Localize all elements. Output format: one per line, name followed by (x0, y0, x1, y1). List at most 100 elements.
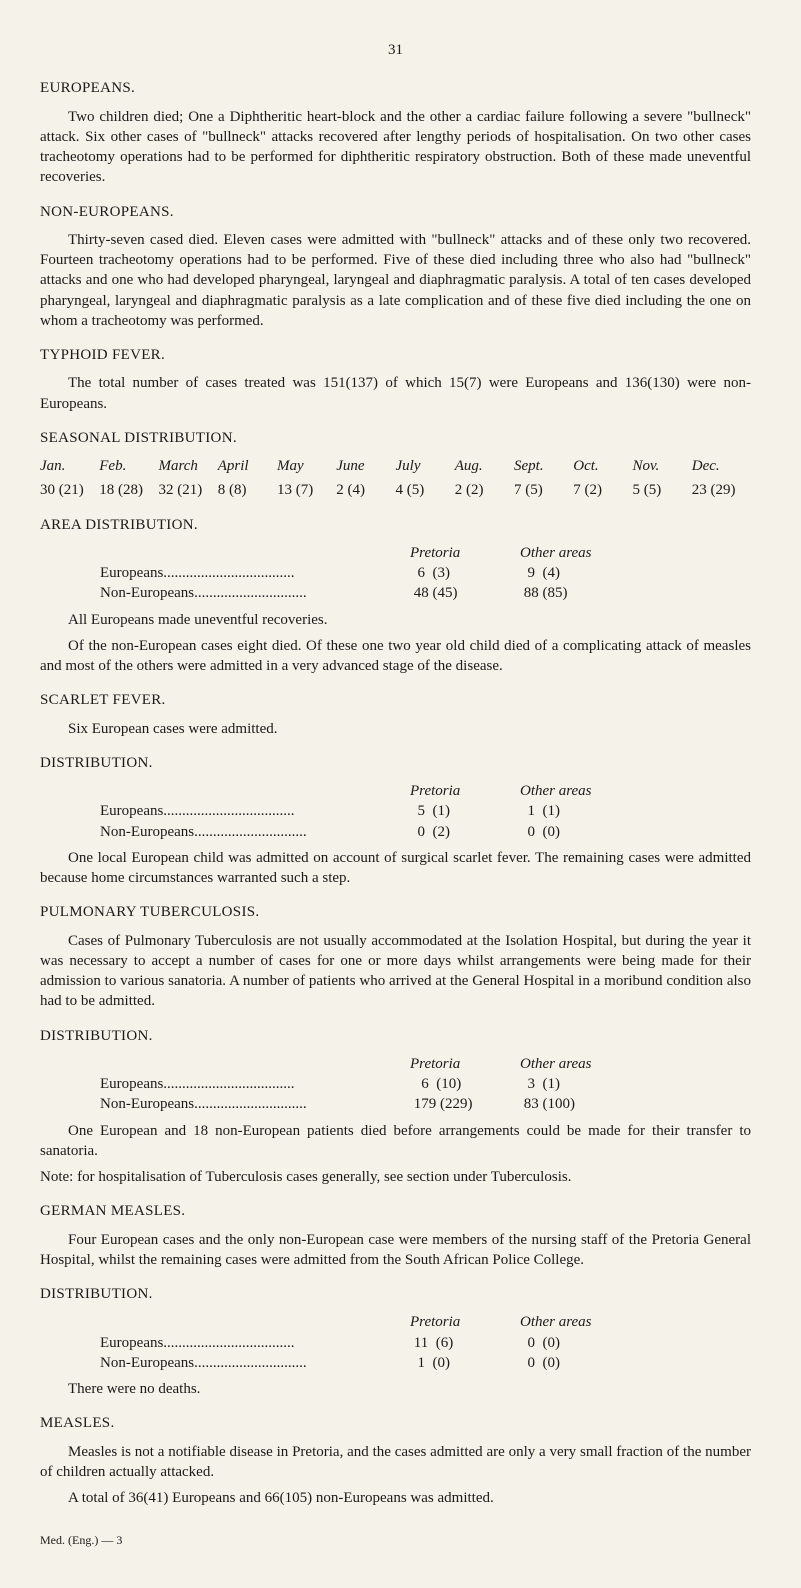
m5: June (336, 456, 395, 476)
v6: 4 (5) (396, 480, 455, 500)
seasonal-values: 30 (21) 18 (28) 32 (21) 8 (8) 13 (7) 2 (… (40, 480, 751, 500)
para-pulmonary: Cases of Pulmonary Tuberculosis are not … (40, 931, 751, 1012)
blank (100, 543, 410, 563)
head-scarlet: SCARLET FEVER. (40, 690, 751, 710)
lbl: Europeans...............................… (100, 1074, 410, 1094)
pulmonary-dist-head: DISTRIBUTION. (40, 1026, 751, 1046)
c1: 11 (6) (410, 1333, 520, 1353)
col-other: Other areas (520, 781, 640, 801)
col-other: Other areas (520, 1312, 640, 1332)
head-seasonal: SEASONAL DISTRIBUTION. (40, 428, 751, 448)
c2: 1 (1) (520, 801, 640, 821)
c2: 0 (0) (520, 822, 640, 842)
para-typhoid: The total number of cases treated was 15… (40, 373, 751, 414)
german-note: There were no deaths. (40, 1379, 751, 1399)
c2: 0 (0) (520, 1353, 640, 1373)
v11: 23 (29) (692, 480, 751, 500)
v7: 2 (2) (455, 480, 514, 500)
scarlet-note: One local European child was admitted on… (40, 848, 751, 889)
para-noneuropeans: Thirty-seven cased died. Eleven cases we… (40, 230, 751, 331)
lbl: Non-Europeans...........................… (100, 822, 410, 842)
scarlet-row-1: Non-Europeans...........................… (100, 822, 751, 842)
c2: 9 (4) (520, 563, 640, 583)
german-row-0: Europeans...............................… (100, 1333, 751, 1353)
head-area: AREA DISTRIBUTION. (40, 515, 751, 535)
footer: Med. (Eng.) — 3 (40, 1532, 751, 1548)
c2: 88 (85) (520, 583, 640, 603)
lbl: Europeans...............................… (100, 563, 410, 583)
c1: 6 (10) (410, 1074, 520, 1094)
c1: 48 (45) (410, 583, 520, 603)
para-measles: Measles is not a notifiable disease in P… (40, 1442, 751, 1483)
blank (100, 1054, 410, 1074)
c2: 3 (1) (520, 1074, 640, 1094)
v0: 30 (21) (40, 480, 99, 500)
head-noneuropeans: NON-EUROPEANS. (40, 202, 751, 222)
col-other: Other areas (520, 1054, 640, 1074)
c1: 179 (229) (410, 1094, 520, 1114)
c1: 6 (3) (410, 563, 520, 583)
pulmonary-table: Pretoria Other areas Europeans..........… (100, 1054, 751, 1115)
area-row-1: Non-Europeans...........................… (100, 583, 751, 603)
m3: April (218, 456, 277, 476)
pulmonary-note2: Note: for hospitalisation of Tuberculosi… (40, 1167, 751, 1187)
seasonal-months: Jan. Feb. March April May June July Aug.… (40, 456, 751, 476)
scarlet-table: Pretoria Other areas Europeans..........… (100, 781, 751, 842)
head-typhoid: TYPHOID FEVER. (40, 345, 751, 365)
head-german: GERMAN MEASLES. (40, 1201, 751, 1221)
blank (100, 1312, 410, 1332)
head-europeans: EUROPEANS. (40, 78, 751, 98)
lbl: Europeans...............................… (100, 1333, 410, 1353)
head-pulmonary: PULMONARY TUBERCULOSIS. (40, 902, 751, 922)
v4: 13 (7) (277, 480, 336, 500)
c2: 83 (100) (520, 1094, 640, 1114)
v3: 8 (8) (218, 480, 277, 500)
m0: Jan. (40, 456, 99, 476)
col-pretoria: Pretoria (410, 1312, 520, 1332)
v1: 18 (28) (99, 480, 158, 500)
c1: 1 (0) (410, 1353, 520, 1373)
german-dist-head: DISTRIBUTION. (40, 1284, 751, 1304)
pulmonary-row-0: Europeans...............................… (100, 1074, 751, 1094)
col-pretoria: Pretoria (410, 1054, 520, 1074)
m10: Nov. (633, 456, 692, 476)
m6: July (396, 456, 455, 476)
scarlet-row-0: Europeans...............................… (100, 801, 751, 821)
m8: Sept. (514, 456, 573, 476)
measles-line: A total of 36(41) Europeans and 66(105) … (40, 1488, 751, 1508)
german-table: Pretoria Other areas Europeans..........… (100, 1312, 751, 1373)
col-pretoria: Pretoria (410, 543, 520, 563)
m2: March (159, 456, 218, 476)
m4: May (277, 456, 336, 476)
para-europeans: Two children died; One a Diphtheritic he… (40, 107, 751, 188)
area-table: Pretoria Other areas Europeans..........… (100, 543, 751, 604)
lbl: Non-Europeans...........................… (100, 1353, 410, 1373)
head-measles: MEASLES. (40, 1413, 751, 1433)
lbl: Non-Europeans...........................… (100, 1094, 410, 1114)
lbl: Non-Europeans...........................… (100, 583, 410, 603)
col-pretoria: Pretoria (410, 781, 520, 801)
m11: Dec. (692, 456, 751, 476)
scarlet-line: Six European cases were admitted. (40, 719, 751, 739)
v8: 7 (5) (514, 480, 573, 500)
v9: 7 (2) (573, 480, 632, 500)
m1: Feb. (99, 456, 158, 476)
m7: Aug. (455, 456, 514, 476)
c1: 0 (2) (410, 822, 520, 842)
para-german: Four European cases and the only non-Eur… (40, 1230, 751, 1271)
c2: 0 (0) (520, 1333, 640, 1353)
scarlet-dist-head: DISTRIBUTION. (40, 753, 751, 773)
lbl: Europeans...............................… (100, 801, 410, 821)
c1: 5 (1) (410, 801, 520, 821)
pulmonary-note1: One European and 18 non-European patient… (40, 1121, 751, 1162)
area-row-0: Europeans...............................… (100, 563, 751, 583)
german-row-1: Non-Europeans...........................… (100, 1353, 751, 1373)
blank (100, 781, 410, 801)
area-note2: Of the non-European cases eight died. Of… (40, 636, 751, 677)
v5: 2 (4) (336, 480, 395, 500)
page-number: 31 (40, 40, 751, 60)
area-note1: All Europeans made uneventful recoveries… (40, 610, 751, 630)
pulmonary-row-1: Non-Europeans...........................… (100, 1094, 751, 1114)
m9: Oct. (573, 456, 632, 476)
v10: 5 (5) (633, 480, 692, 500)
